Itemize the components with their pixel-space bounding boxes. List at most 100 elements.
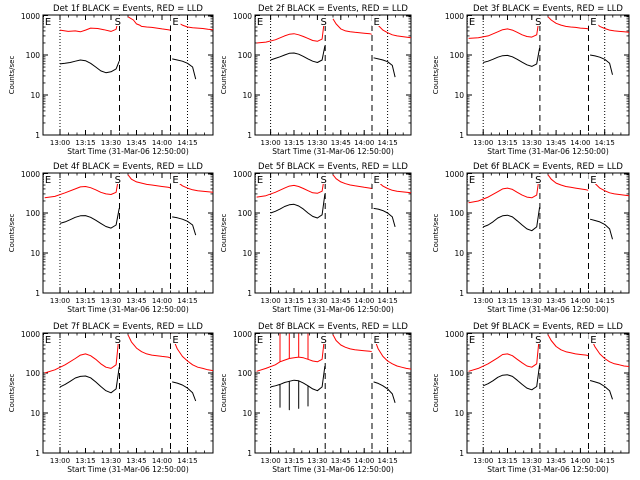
events-series-line xyxy=(270,45,326,63)
y-tick-label: 1 xyxy=(247,289,252,298)
x-tick-label: 13:00 xyxy=(50,297,70,305)
marker-background xyxy=(318,16,329,26)
lld-series-line xyxy=(468,333,541,372)
y-tick-label: 10 xyxy=(242,91,252,100)
x-tick-label: 14:15 xyxy=(177,457,197,465)
events-series-line xyxy=(59,367,120,394)
interval-marker-s: S xyxy=(535,335,541,346)
lld-series-line xyxy=(588,333,630,367)
events-series-line xyxy=(589,380,613,400)
x-tick-label: 13:00 xyxy=(50,457,70,465)
interval-marker-e-left: E xyxy=(45,17,51,28)
y-tick-label: 1 xyxy=(247,449,252,458)
x-tick-label: 13:00 xyxy=(50,139,70,147)
interval-marker-e: E xyxy=(374,17,380,28)
interval-marker-e: E xyxy=(590,335,596,346)
chart-panel: Det 1f BLACK = Events, RED = LLD 1 10 100 10… xyxy=(8,4,214,156)
x-tick-label: 14:15 xyxy=(378,297,398,305)
y-tick-label: 1 xyxy=(35,449,40,458)
lld-series-line xyxy=(547,174,589,191)
y-tick-label: 1 xyxy=(459,131,464,140)
x-tick-label: 14:00 xyxy=(152,139,172,147)
x-tick-label: 13:45 xyxy=(546,139,566,147)
marker-background xyxy=(44,334,53,344)
lld-series-line xyxy=(127,16,171,31)
x-tick-label: 13:00 xyxy=(261,297,281,305)
x-axis-label: Start Time (31-Mar-06 12:50:00) xyxy=(67,305,189,314)
x-tick-label: 13:30 xyxy=(522,297,542,305)
x-tick-label: 14:00 xyxy=(354,457,374,465)
x-tick-label: 13:45 xyxy=(126,457,146,465)
x-tick-label: 13:30 xyxy=(307,297,327,305)
x-axis-label: Start Time (31-Mar-06 12:50:00) xyxy=(487,305,609,314)
interval-marker-s: S xyxy=(535,17,541,28)
events-series-line xyxy=(172,216,197,236)
interval-marker-e-left: E xyxy=(45,335,51,346)
chart-title: Det 2f BLACK = Events, RED = LLD xyxy=(258,4,408,14)
chart-panel: Det 8f BLACK = Events, RED = LLD 1 10 100 10… xyxy=(220,322,412,474)
chart-panel: Det 9f BLACK = Events, RED = LLD 1 10 100 10… xyxy=(432,322,630,474)
y-tick-label: 1 xyxy=(35,289,40,298)
interval-marker-e: E xyxy=(172,335,178,346)
lld-series-line xyxy=(59,15,120,33)
marker-background xyxy=(468,174,477,184)
lld-series-line xyxy=(127,334,171,359)
interval-marker-s: S xyxy=(535,175,541,186)
x-tick-label: 13:45 xyxy=(331,139,351,147)
x-tick-label: 13:00 xyxy=(473,297,493,305)
chart-panel: Det 6f BLACK = Events, RED = LLD 1 10 100 10… xyxy=(432,162,630,314)
lld-series-line xyxy=(256,15,326,44)
marker-background xyxy=(533,334,544,344)
interval-marker-e: E xyxy=(172,17,178,28)
marker-background xyxy=(256,16,265,26)
chart-title: Det 9f BLACK = Events, RED = LLD xyxy=(473,322,623,332)
y-tick-label: 100 xyxy=(238,209,253,218)
x-tick-label: 13:00 xyxy=(473,457,493,465)
x-tick-label: 13:15 xyxy=(497,139,517,147)
lld-series-line xyxy=(468,15,541,39)
interval-marker-s: S xyxy=(115,175,121,186)
y-axis-label: Counts/sec xyxy=(8,56,16,95)
marker-background xyxy=(44,174,53,184)
marker-background xyxy=(468,16,477,26)
y-axis-label: Counts/sec xyxy=(8,374,16,413)
interval-marker-s: S xyxy=(115,17,121,28)
interval-marker-e-left: E xyxy=(257,17,263,28)
y-tick-label: 100 xyxy=(238,369,253,378)
y-axis-label: Counts/sec xyxy=(432,374,440,413)
x-tick-label: 13:15 xyxy=(284,457,304,465)
marker-background xyxy=(170,334,181,344)
lld-series-line xyxy=(44,333,120,374)
y-tick-label: 1000 xyxy=(233,330,252,339)
events-series-line xyxy=(483,207,541,232)
x-tick-label: 13:30 xyxy=(101,297,121,305)
y-axis-label: Counts/sec xyxy=(220,56,228,95)
lld-series-line xyxy=(127,174,171,189)
x-tick-label: 13:15 xyxy=(497,297,517,305)
y-tick-label: 1 xyxy=(35,131,40,140)
lld-series-line xyxy=(332,18,372,35)
y-tick-label: 10 xyxy=(242,409,252,418)
y-tick-label: 10 xyxy=(30,409,40,418)
chart-title: Det 7f BLACK = Events, RED = LLD xyxy=(53,322,203,332)
marker-background xyxy=(468,334,477,344)
x-tick-label: 13:45 xyxy=(331,457,351,465)
marker-background xyxy=(170,16,181,26)
x-tick-label: 13:30 xyxy=(307,139,327,147)
events-series-line xyxy=(373,207,396,228)
chart-title: Det 8f BLACK = Events, RED = LLD xyxy=(258,322,408,332)
y-tick-label: 100 xyxy=(450,51,465,60)
interval-marker-e: E xyxy=(374,175,380,186)
lld-series-line xyxy=(44,173,120,199)
events-series-line xyxy=(270,193,326,219)
x-tick-label: 13:45 xyxy=(546,297,566,305)
y-tick-label: 10 xyxy=(454,409,464,418)
x-tick-label: 14:15 xyxy=(378,139,398,147)
marker-background xyxy=(588,174,599,184)
marker-background xyxy=(533,174,544,184)
interval-marker-e-left: E xyxy=(257,175,263,186)
chart-panel: Det 2f BLACK = Events, RED = LLD 1 10 100 10… xyxy=(220,4,412,156)
events-series-line xyxy=(589,218,613,240)
marker-background xyxy=(371,16,382,26)
events-series-line xyxy=(483,364,541,391)
